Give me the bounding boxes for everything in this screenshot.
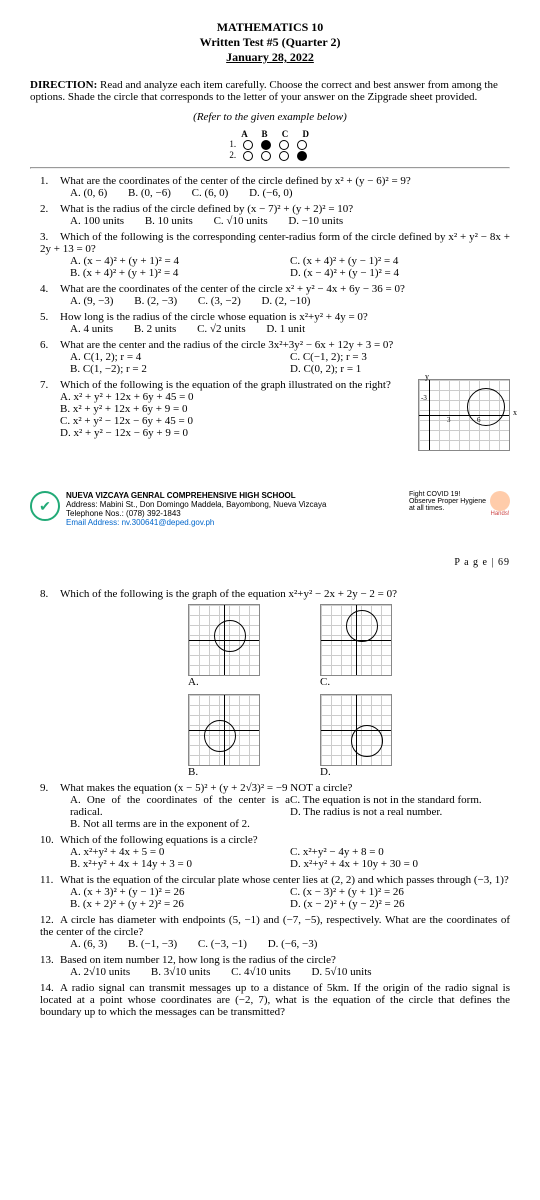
question-8: 8.Which of the following is the graph of… <box>40 588 510 600</box>
school-logo-icon: ✔ <box>30 491 60 521</box>
question-1: 1.What are the coordinates of the center… <box>40 175 510 199</box>
q13-a: A. 2√10 units <box>70 966 130 978</box>
question-11: 11.What is the equation of the circular … <box>40 874 510 910</box>
q5-d: D. 1 unit <box>266 323 305 335</box>
q6-c: C. C(−1, 2); r = 3 <box>290 351 510 363</box>
direction-label: DIRECTION: <box>30 79 97 91</box>
q9-c: C. The equation is not in the standard f… <box>290 794 510 806</box>
q10-a: A. x²+y² + 4x + 5 = 0 <box>70 846 290 858</box>
hands-icon: Hands! <box>490 491 510 517</box>
question-3: 3.Which of the following is the correspo… <box>40 231 510 279</box>
q12-d: D. (−6, −3) <box>268 938 318 950</box>
q13-b: B. 3√10 units <box>151 966 211 978</box>
question-6: 6.What are the center and the radius of … <box>40 339 510 375</box>
q13-d: D. 5√10 units <box>311 966 371 978</box>
q8-graph-b: B. <box>188 694 260 778</box>
q7-d: D. x² + y² − 12x − 6y + 9 = 0 <box>60 427 418 439</box>
q4-d: D. (2, −10) <box>261 295 310 307</box>
q8-graph-a: A. <box>188 604 260 688</box>
q3-d: D. (x − 4)² + (y − 1)² = 4 <box>290 267 510 279</box>
footer-email: Email Address: nv.300641@deped.gov.ph <box>66 518 409 527</box>
q11-c: C. (x − 3)² + (y + 1)² = 26 <box>290 886 510 898</box>
bubble-header: A B C D <box>241 129 315 139</box>
q2-b: B. 10 units <box>145 215 193 227</box>
q6-d: D. C(0, 2); r = 1 <box>290 363 510 375</box>
doc-title: MATHEMATICS 10 <box>30 20 510 35</box>
q2-d: D. −10 units <box>288 215 343 227</box>
question-10: 10.Which of the following equations is a… <box>40 834 510 870</box>
q4-c: C. (3, −2) <box>198 295 241 307</box>
doc-date: January 28, 2022 <box>30 50 510 65</box>
q11-d: D. (x − 2)² + (y − 2)² = 26 <box>290 898 510 910</box>
question-9: 9.What makes the equation (x − 5)² + (y … <box>40 782 510 830</box>
q12-b: B. (−1, −3) <box>128 938 177 950</box>
q1-c: C. (6, 0) <box>192 187 229 199</box>
q7-a: A. x² + y² + 12x + 6y + 45 = 0 <box>60 391 418 403</box>
footer-address: Address: Mabini St., Don Domingo Maddela… <box>66 500 409 509</box>
example-note: (Refer to the given example below) <box>30 111 510 123</box>
q1-b: B. (0, −6) <box>128 187 171 199</box>
q11-a: A. (x + 3)² + (y − 1)² = 26 <box>70 886 290 898</box>
covid-2: Observe Proper Hygiene <box>409 498 486 505</box>
question-7: 7.Which of the following is the equation… <box>40 379 510 451</box>
question-4: 4.What are the coordinates of the center… <box>40 283 510 307</box>
covid-3: at all times. <box>409 505 486 512</box>
q1-a: A. (0, 6) <box>70 187 107 199</box>
question-12: 12.A circle has diameter with endpoints … <box>40 914 510 950</box>
q10-c: C. x²+y² − 4y + 8 = 0 <box>290 846 510 858</box>
q4-b: B. (2, −3) <box>134 295 177 307</box>
q11-b: B. (x + 2)² + (y + 2)² = 26 <box>70 898 290 910</box>
footer: ✔ NUEVA VIZCAYA GENRAL COMPREHENSIVE HIG… <box>30 491 510 527</box>
q6-b: B. C(1, −2); r = 2 <box>70 363 290 375</box>
bubble-row-1: 1. <box>30 139 510 150</box>
q7-c: C. x² + y² − 12x − 6y + 45 = 0 <box>60 415 418 427</box>
q1-d: D. (−6, 0) <box>249 187 292 199</box>
q9-d: D. The radius is not a real number. <box>290 806 510 818</box>
bubble-row-2: 2. <box>30 150 510 161</box>
q3-b: B. (x + 4)² + (y + 1)² = 4 <box>70 267 290 279</box>
q6-a: A. C(1, 2); r = 4 <box>70 351 290 363</box>
question-13: 13.Based on item number 12, how long is … <box>40 954 510 978</box>
q10-b: B. x²+y² + 4x + 14y + 3 = 0 <box>70 858 290 870</box>
q9-b: B. Not all terms are in the exponent of … <box>70 818 290 830</box>
direction-block: DIRECTION: Read and analyze each item ca… <box>30 79 510 103</box>
q12-c: C. (−3, −1) <box>198 938 247 950</box>
q5-b: B. 2 units <box>134 323 176 335</box>
page-number: P a g e | 69 <box>30 557 510 568</box>
q8-graph-c: C. <box>320 604 392 688</box>
question-14: 14.A radio signal can transmit messages … <box>40 982 510 1018</box>
q10-d: D. x²+y² + 4x + 10y + 30 = 0 <box>290 858 510 870</box>
question-2: 2.What is the radius of the circle defin… <box>40 203 510 227</box>
footer-tel: Telephone Nos.: (078) 392-1843 <box>66 509 409 518</box>
footer-school: NUEVA VIZCAYA GENRAL COMPREHENSIVE HIGH … <box>66 491 409 500</box>
q8-graph-d: D. <box>320 694 392 778</box>
q3-c: C. (x + 4)² + (y − 1)² = 4 <box>290 255 510 267</box>
question-5: 5.How long is the radius of the circle w… <box>40 311 510 335</box>
doc-subtitle: Written Test #5 (Quarter 2) <box>30 35 510 50</box>
q3-a: A. (x − 4)² + (y + 1)² = 4 <box>70 255 290 267</box>
covid-1: Fight COVID 19! <box>409 491 486 498</box>
q7-graph: x y 3 6 -3 <box>418 379 510 451</box>
q5-a: A. 4 units <box>70 323 113 335</box>
q4-a: A. (9, −3) <box>70 295 113 307</box>
direction-text: Read and analyze each item carefully. Ch… <box>30 79 498 103</box>
q2-a: A. 100 units <box>70 215 124 227</box>
q13-c: C. 4√10 units <box>231 966 291 978</box>
q2-c: C. √10 units <box>214 215 268 227</box>
q7-b: B. x² + y² + 12x + 6y + 9 = 0 <box>60 403 418 415</box>
q9-a: A. One of the coordinates of the center … <box>70 794 290 818</box>
q12-a: A. (6, 3) <box>70 938 107 950</box>
q5-c: C. √2 units <box>197 323 246 335</box>
